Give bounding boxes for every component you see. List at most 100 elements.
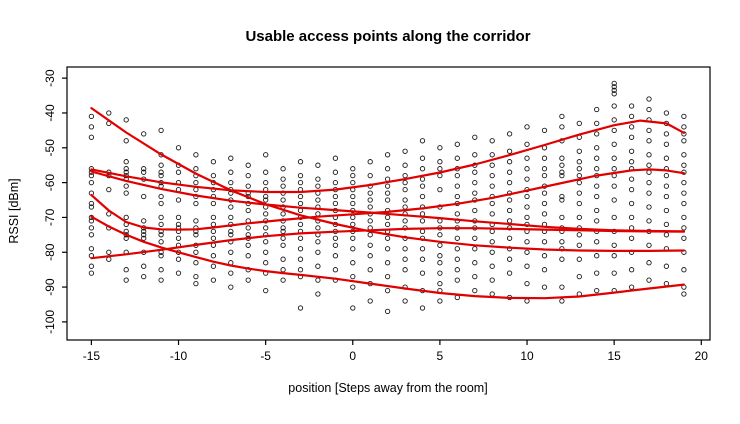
data-point (437, 172, 443, 179)
data-point (663, 183, 670, 189)
data-point (454, 246, 460, 252)
data-point (576, 148, 582, 154)
data-point (559, 214, 565, 221)
data-point (611, 197, 617, 203)
data-point (384, 214, 391, 221)
data-point (384, 176, 391, 182)
x-tick-label: -10 (170, 349, 188, 363)
data-point (454, 211, 460, 217)
data-point (402, 162, 408, 168)
data-point (541, 284, 548, 290)
data-point (437, 280, 443, 287)
data-point (541, 172, 548, 179)
data-point (489, 172, 495, 179)
data-point (541, 166, 548, 172)
data-point (158, 232, 164, 238)
data-point (419, 256, 426, 262)
data-point (681, 214, 687, 221)
data-point (489, 228, 495, 235)
data-point (419, 211, 426, 217)
data-point (106, 110, 112, 116)
data-point (210, 159, 217, 165)
data-point (384, 197, 391, 203)
data-point (663, 131, 670, 137)
data-point (384, 190, 391, 196)
data-point (332, 169, 339, 175)
data-point (350, 172, 356, 179)
data-point (576, 232, 582, 238)
data-point (367, 267, 373, 273)
data-point (245, 162, 251, 168)
data-point (402, 256, 408, 262)
data-point (594, 193, 600, 200)
data-point (297, 235, 304, 241)
data-point (88, 179, 95, 186)
data-point (681, 291, 687, 297)
data-point (576, 166, 582, 172)
data-point (472, 287, 478, 294)
data-point (506, 270, 513, 276)
data-point (280, 242, 286, 248)
data-point (88, 200, 95, 207)
data-point (175, 214, 182, 221)
data-point (245, 253, 251, 259)
data-point (245, 172, 251, 179)
data-point (611, 253, 617, 259)
data-point (245, 207, 251, 214)
data-point (594, 207, 600, 214)
data-point (367, 232, 373, 238)
data-point (88, 172, 95, 179)
data-point (437, 145, 443, 151)
data-point (489, 211, 495, 217)
data-point (611, 91, 617, 97)
data-point (280, 211, 286, 217)
y-tick-label: -60 (43, 174, 57, 192)
data-point (541, 211, 548, 217)
data-point (228, 179, 234, 186)
data-point (158, 277, 164, 283)
data-point (350, 235, 356, 241)
data-point (158, 200, 164, 207)
data-point (472, 134, 478, 140)
data-point (489, 291, 495, 297)
data-point (524, 204, 530, 210)
data-point (158, 169, 164, 175)
data-point (384, 152, 391, 158)
data-point (419, 183, 426, 189)
data-point (315, 197, 321, 203)
data-point (297, 267, 304, 273)
data-point (506, 159, 513, 165)
y-tick-label: -80 (43, 243, 57, 261)
data-point (350, 200, 356, 207)
axis-box (66, 66, 711, 341)
data-point (646, 242, 652, 248)
data-point (123, 183, 129, 189)
data-point (524, 155, 530, 161)
data-point (524, 124, 530, 130)
data-point (472, 235, 478, 241)
data-point (402, 246, 408, 252)
data-point (594, 131, 600, 137)
data-point (524, 280, 530, 287)
data-point (315, 277, 321, 283)
data-point (663, 193, 670, 200)
data-point (419, 138, 426, 144)
data-point (594, 270, 600, 276)
x-tick-label: 20 (695, 349, 709, 363)
data-point (663, 263, 670, 269)
data-point (559, 162, 565, 168)
data-point (594, 106, 600, 113)
data-point (437, 218, 443, 224)
data-point (123, 169, 129, 175)
data-point (663, 221, 670, 228)
data-point (245, 225, 251, 231)
data-point (681, 225, 687, 231)
data-point (611, 103, 617, 109)
data-point (228, 204, 234, 210)
data-point (419, 218, 426, 224)
data-point (332, 193, 339, 200)
data-point (611, 214, 617, 221)
data-point (541, 200, 548, 207)
ap1-loess (90, 107, 685, 252)
